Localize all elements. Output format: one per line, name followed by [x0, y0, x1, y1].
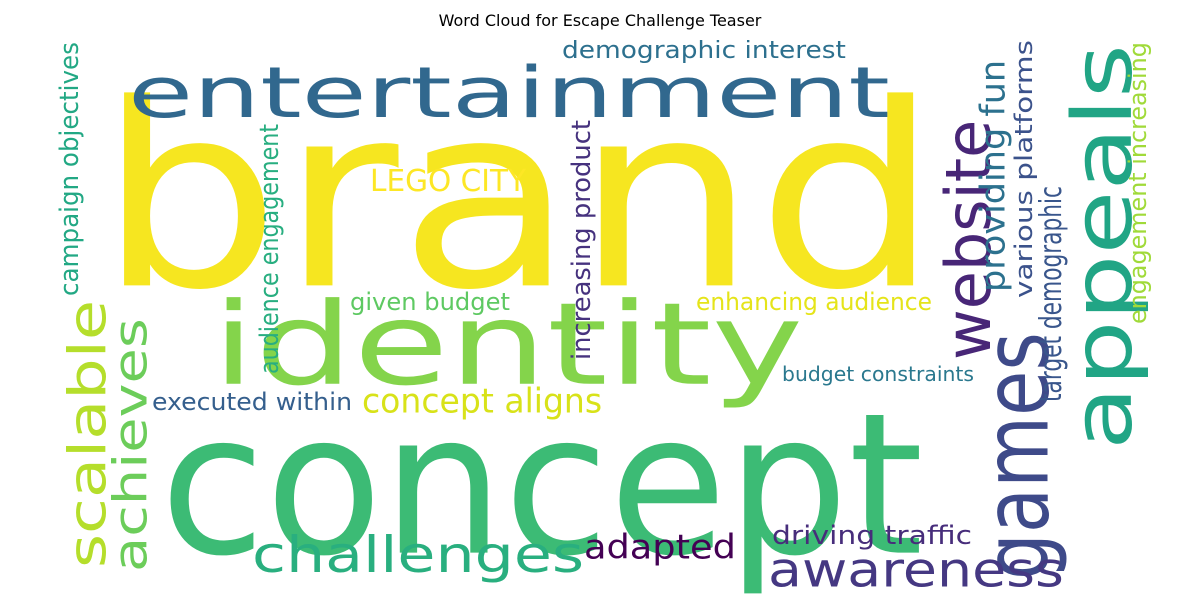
word-enhancing-audience: enhancing audience	[696, 287, 932, 316]
word-target-demographic: target demographic	[1033, 186, 1069, 402]
word-entertainment: entertainment	[128, 51, 890, 134]
word-lego-city: LEGO CITY	[370, 163, 527, 199]
word-driving-traffic: driving traffic	[772, 519, 973, 551]
chart-title: Word Cloud for Escape Challenge Teaser	[438, 11, 762, 30]
word-campaign-objectives: campaign objectives	[53, 42, 85, 297]
word-adapted: adapted	[584, 526, 736, 567]
word-challenges: challenges	[252, 525, 585, 584]
word-executed-within: executed within	[152, 387, 353, 416]
word-concept-aligns: concept aligns	[362, 380, 603, 421]
word-achieves: achieves	[103, 318, 158, 572]
word-identity: identity	[212, 277, 804, 412]
word-awareness: awareness	[768, 541, 1064, 595]
word-various-platforms: various platforms	[1009, 40, 1038, 298]
word-cloud: brand concept entertainment identity app…	[25, 40, 1175, 595]
word-increasing-product: increasing product	[565, 119, 597, 361]
word-given-budget: given budget	[350, 287, 510, 316]
word-providing-fun: providing fun	[972, 59, 1013, 292]
word-concept: concept	[160, 370, 924, 595]
word-engagement-increasing: engagement increasing	[1123, 42, 1152, 325]
word-demographic-interest: demographic interest	[562, 40, 846, 64]
word-audience-engagement: audience engagement	[253, 123, 285, 375]
word-brand: brand	[98, 49, 940, 347]
word-budget-constraints: budget constraints	[782, 362, 975, 386]
